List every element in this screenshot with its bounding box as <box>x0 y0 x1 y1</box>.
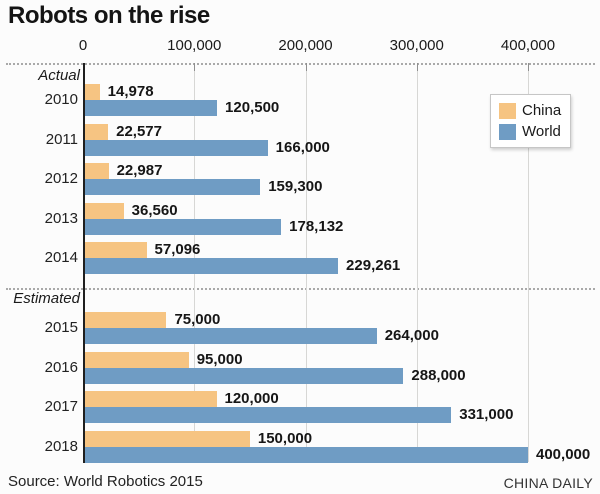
year-label: 2011 <box>45 130 78 148</box>
world-value-label: 331,000 <box>459 406 514 423</box>
china-bar <box>85 351 189 368</box>
china-bar <box>85 391 217 407</box>
year-label: 2012 <box>44 170 78 187</box>
china-value-label: 36,560 <box>131 201 178 219</box>
world-value-label: 178,132 <box>289 217 344 235</box>
axis-tick-label: 200,000 <box>278 37 333 54</box>
year-label: 2015 <box>44 319 78 336</box>
china-value-label: 22,987 <box>116 162 163 179</box>
china-bar <box>85 84 100 100</box>
world-value-label: 159,300 <box>268 178 323 195</box>
world-bar <box>85 100 218 116</box>
china-value-label: 150,000 <box>257 429 313 447</box>
y-axis-line <box>83 63 85 463</box>
tick-mark <box>417 63 418 71</box>
year-label: 2016 <box>44 358 78 376</box>
world-value-label: 166,000 <box>275 138 330 156</box>
year-label: 2010 <box>44 91 78 108</box>
top-dotted-line <box>6 63 595 65</box>
credit-note: CHINA DAILY <box>503 475 593 491</box>
axis-tick-label: 100,000 <box>167 37 222 54</box>
world-bar <box>85 258 339 274</box>
world-bar <box>85 446 528 463</box>
section-label-actual: Actual <box>38 67 80 84</box>
china-value-label: 22,577 <box>116 122 162 140</box>
legend-item-world: World <box>499 123 561 140</box>
world-bar <box>85 139 268 156</box>
year-label: 2017 <box>44 398 78 415</box>
world-value-label: 264,000 <box>384 327 439 344</box>
world-bar <box>85 328 377 344</box>
china-bar <box>85 163 109 179</box>
world-value-label: 229,261 <box>346 257 401 274</box>
china-value-label: 120,000 <box>224 390 279 407</box>
year-label: 2013 <box>44 209 78 227</box>
grid-line <box>417 65 418 462</box>
grid-line <box>528 65 529 462</box>
china-bar <box>85 242 147 258</box>
section-label-estimated: Estimated <box>13 290 80 307</box>
china-value-label: 57,096 <box>154 241 201 258</box>
tick-mark <box>528 63 529 71</box>
year-label: 2018 <box>44 437 78 455</box>
world-value-label: 120,500 <box>225 99 280 116</box>
tick-mark <box>306 63 307 71</box>
year-label: 2014 <box>44 249 78 266</box>
legend-item-china: China <box>499 102 561 119</box>
china-bar <box>85 123 109 140</box>
chart-title: Robots on the rise <box>8 2 210 29</box>
tick-mark <box>194 63 195 71</box>
source-note: Source: World Robotics 2015 <box>8 473 203 490</box>
legend-label-china: China <box>522 102 562 119</box>
china-bar <box>85 430 250 447</box>
world-bar <box>85 218 282 235</box>
china-value-label: 75,000 <box>174 311 221 328</box>
china-bar <box>85 202 124 219</box>
legend-label-world: World <box>522 123 561 140</box>
world-value-label: 400,000 <box>536 445 591 463</box>
china-value-label: 14,978 <box>107 83 154 100</box>
axis-tick-label: 0 <box>78 37 88 54</box>
world-value-label: 288,000 <box>411 366 466 384</box>
section-separator-line <box>6 288 595 290</box>
world-bar <box>85 179 261 195</box>
world-bar <box>85 407 452 423</box>
china-bar <box>85 312 167 328</box>
legend-box: China World <box>490 94 572 148</box>
china-color-swatch <box>499 102 516 119</box>
axis-tick-label: 300,000 <box>389 37 444 54</box>
world-color-swatch <box>499 123 516 140</box>
axis-tick-label: 400,000 <box>500 37 556 54</box>
world-bar <box>85 367 404 384</box>
china-value-label: 95,000 <box>196 350 243 368</box>
